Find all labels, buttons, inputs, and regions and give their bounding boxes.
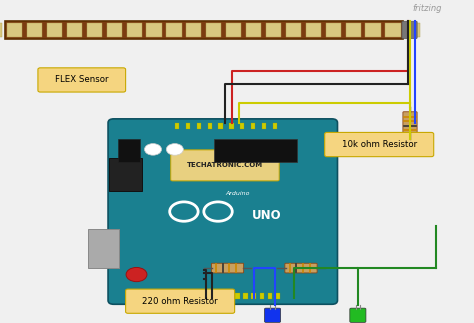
- Bar: [109, 158, 142, 191]
- Bar: [243, 293, 247, 299]
- FancyBboxPatch shape: [171, 150, 279, 181]
- Bar: [273, 123, 277, 129]
- Bar: [187, 293, 191, 299]
- Text: UNO: UNO: [252, 209, 281, 222]
- Bar: [229, 123, 234, 129]
- Bar: [226, 23, 241, 36]
- Bar: [195, 293, 199, 299]
- Bar: [306, 23, 321, 36]
- Bar: [203, 293, 207, 299]
- Text: fritzing: fritzing: [412, 4, 442, 13]
- Bar: [235, 293, 239, 299]
- Bar: [268, 293, 272, 299]
- Bar: [251, 123, 255, 129]
- Bar: [211, 293, 215, 299]
- FancyBboxPatch shape: [402, 21, 417, 38]
- FancyBboxPatch shape: [264, 308, 281, 322]
- Bar: [186, 23, 201, 36]
- Circle shape: [166, 143, 183, 155]
- Bar: [47, 23, 62, 36]
- Bar: [405, 23, 420, 36]
- FancyBboxPatch shape: [108, 119, 337, 304]
- FancyBboxPatch shape: [325, 132, 434, 157]
- FancyBboxPatch shape: [403, 112, 417, 134]
- Circle shape: [126, 267, 147, 282]
- Bar: [175, 123, 179, 129]
- Bar: [326, 23, 341, 36]
- Bar: [118, 139, 140, 162]
- Bar: [266, 23, 281, 36]
- Bar: [262, 123, 266, 129]
- FancyBboxPatch shape: [38, 68, 126, 92]
- Bar: [219, 293, 223, 299]
- Bar: [171, 293, 175, 299]
- Circle shape: [145, 143, 162, 155]
- Bar: [227, 293, 231, 299]
- Text: FLEX Sensor: FLEX Sensor: [55, 76, 109, 84]
- Bar: [365, 23, 381, 36]
- Bar: [206, 23, 221, 36]
- Bar: [166, 23, 182, 36]
- Bar: [88, 229, 118, 268]
- Bar: [197, 123, 201, 129]
- Bar: [127, 23, 142, 36]
- Bar: [186, 123, 190, 129]
- Bar: [214, 139, 297, 162]
- Bar: [385, 23, 401, 36]
- Bar: [87, 23, 102, 36]
- Text: 10k ohm Resistor: 10k ohm Resistor: [342, 140, 417, 149]
- Bar: [286, 23, 301, 36]
- Bar: [179, 293, 183, 299]
- Bar: [246, 23, 261, 36]
- Bar: [27, 23, 42, 36]
- Bar: [240, 123, 245, 129]
- Text: Arduino: Arduino: [226, 191, 250, 196]
- Bar: [276, 293, 280, 299]
- FancyBboxPatch shape: [350, 308, 366, 322]
- Bar: [219, 123, 223, 129]
- Bar: [0, 23, 2, 36]
- Text: TECHATRONIC.COM: TECHATRONIC.COM: [187, 162, 263, 168]
- Bar: [5, 21, 403, 39]
- Bar: [146, 23, 162, 36]
- Bar: [107, 23, 122, 36]
- Bar: [67, 23, 82, 36]
- FancyBboxPatch shape: [285, 263, 317, 273]
- Bar: [7, 23, 22, 36]
- Text: 220 ohm Resistor: 220 ohm Resistor: [142, 297, 218, 306]
- Bar: [208, 123, 212, 129]
- Bar: [346, 23, 361, 36]
- FancyBboxPatch shape: [126, 289, 235, 313]
- FancyBboxPatch shape: [211, 263, 244, 273]
- Bar: [251, 293, 255, 299]
- Bar: [260, 293, 264, 299]
